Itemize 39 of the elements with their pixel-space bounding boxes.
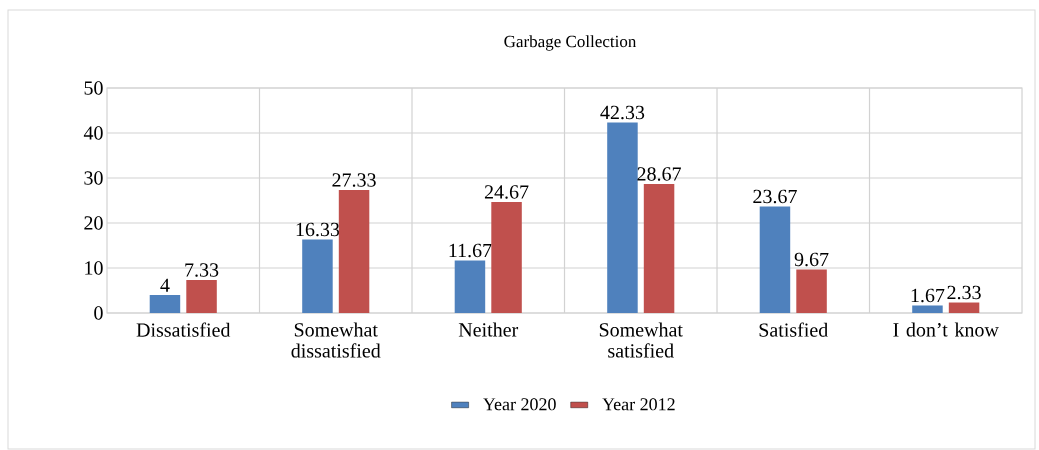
data-label: 9.67 [794, 252, 829, 267]
data-label: 42.33 [600, 105, 645, 120]
x-tick-label: Neither [458, 322, 519, 337]
y-tick-label: 20 [84, 216, 103, 230]
data-label: 23.67 [753, 189, 797, 204]
bar [302, 239, 333, 313]
bar [607, 122, 638, 313]
bar [948, 302, 980, 313]
y-tick-label: 0 [94, 306, 103, 320]
bar [491, 201, 522, 313]
bar [643, 183, 675, 313]
legend-label: Year 2012 [602, 398, 675, 411]
x-tick-label: Dissatisfied [136, 322, 231, 337]
data-label: 24.67 [484, 185, 529, 199]
legend-label: Year 2020 [483, 398, 556, 411]
data-label: 1.67 [911, 288, 945, 303]
bar [149, 295, 181, 313]
data-label: 16.33 [296, 222, 340, 237]
data-label: 11.67 [449, 243, 492, 258]
bar [796, 269, 827, 313]
y-tick-label: 10 [85, 261, 103, 275]
x-tick-label: Somewhat dissatisfied [291, 322, 381, 358]
bar [912, 305, 943, 313]
data-label: 27.33 [332, 173, 376, 187]
data-label: 4 [160, 278, 170, 292]
bar [338, 190, 370, 313]
bar [186, 280, 217, 313]
chart-title: Garbage Collection [504, 35, 637, 51]
data-label: 7.33 [185, 263, 219, 277]
bar [759, 206, 791, 313]
y-tick-label: 50 [84, 81, 103, 95]
x-tick-label: Satisfied [759, 322, 829, 337]
data-label: 28.67 [637, 167, 681, 181]
y-tick-label: 30 [84, 171, 103, 185]
bar [454, 260, 486, 313]
y-tick-label: 40 [83, 126, 103, 140]
x-tick-label: Somewhat satisfied [599, 322, 683, 358]
x-tick-label: I don’t know [893, 322, 999, 337]
data-label: 2.33 [947, 285, 981, 300]
